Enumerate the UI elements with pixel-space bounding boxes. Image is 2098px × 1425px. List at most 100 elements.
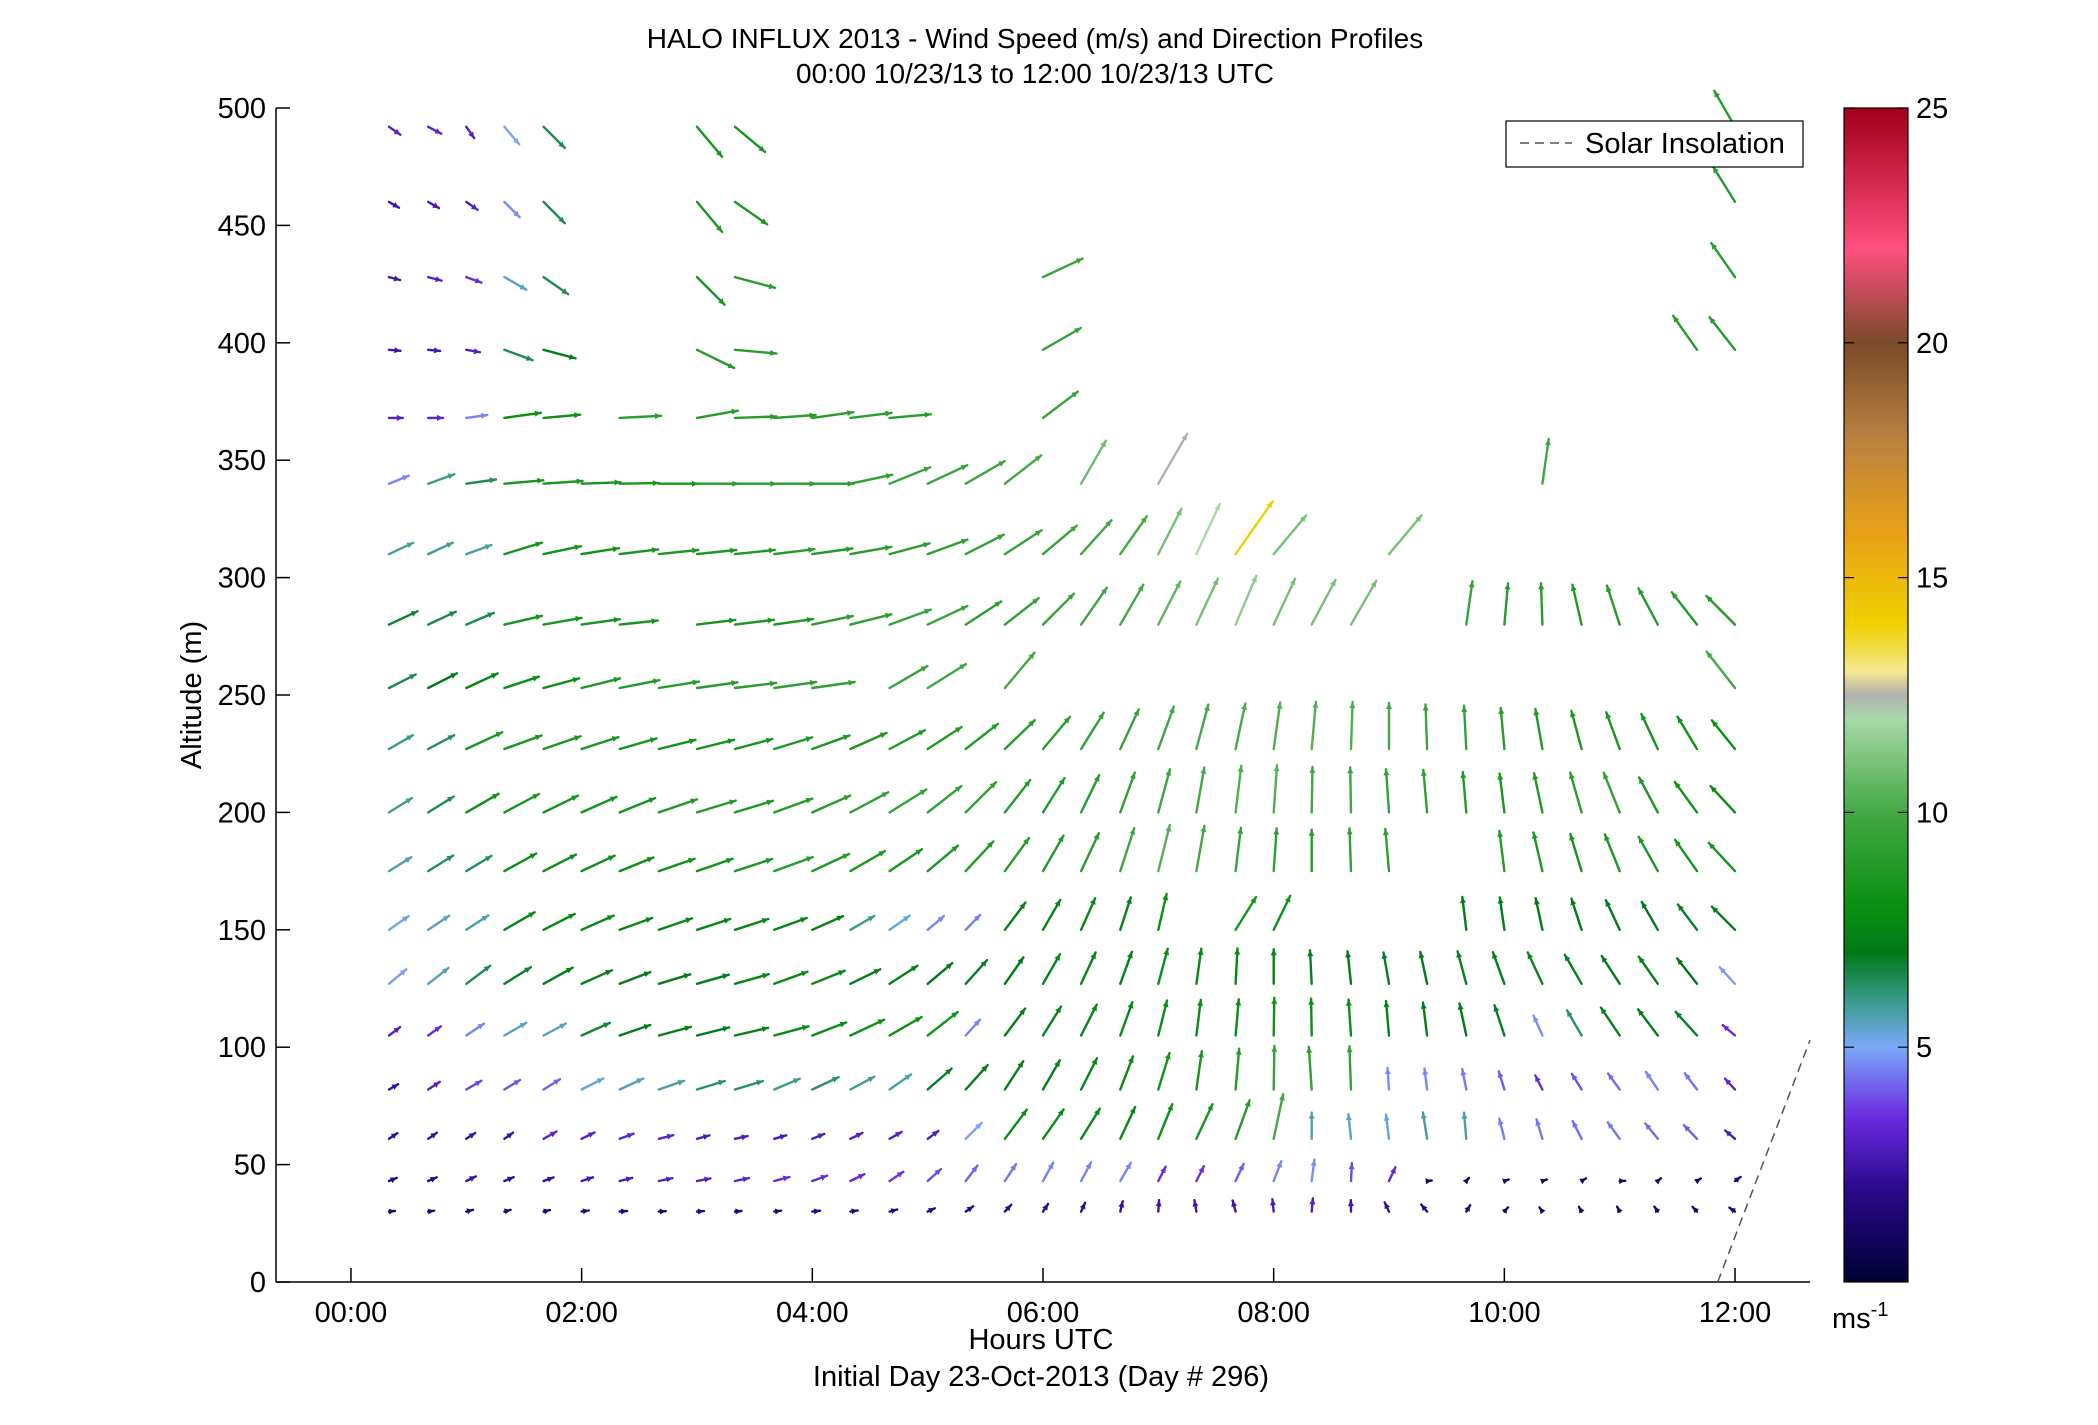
wind-vector-shaft <box>503 411 542 420</box>
wind-vector-head <box>1460 772 1467 779</box>
wind-vector-head <box>1125 1162 1131 1170</box>
wind-vector-head <box>1534 898 1540 905</box>
wind-vector-shaft <box>542 677 581 690</box>
wind-vector <box>1271 996 1278 1037</box>
wind-vector <box>811 679 856 690</box>
wind-vector-shaft <box>695 799 737 814</box>
wind-vector-shaft <box>1422 768 1429 814</box>
wind-vector <box>1670 591 1699 626</box>
plot-frame <box>276 108 1810 1282</box>
wind-vector-head <box>1349 702 1356 709</box>
wind-vector-head <box>1126 897 1132 905</box>
wind-vector-head <box>1101 587 1107 595</box>
wind-vector <box>1003 901 1027 931</box>
wind-vector-shaft <box>849 731 888 751</box>
x-axis-sublabel: Initial Day 23-Oct-2013 (Day # 296) <box>813 1361 1269 1393</box>
wind-vector <box>964 722 1000 751</box>
wind-vector <box>1003 454 1043 485</box>
wind-vector-shaft <box>849 791 890 814</box>
wind-vector-head <box>1384 1202 1390 1210</box>
wind-vector-shaft <box>1310 578 1337 626</box>
wind-vector-shaft <box>1003 719 1036 751</box>
wind-vector <box>849 791 890 814</box>
wind-vector <box>427 854 455 873</box>
wind-vector-head <box>561 288 569 295</box>
wind-vector <box>657 1133 675 1141</box>
wind-vector-head <box>402 475 409 481</box>
wind-vector <box>733 799 775 814</box>
wind-vector <box>1637 587 1660 626</box>
wind-vector-head <box>1032 598 1039 605</box>
wind-vector-head <box>1457 1003 1464 1010</box>
wind-vector-shaft <box>1119 827 1136 873</box>
wind-vector <box>1234 826 1244 873</box>
wind-vector <box>465 1175 477 1183</box>
wind-vector-head <box>923 466 931 473</box>
wind-vector-head <box>468 1133 476 1139</box>
wind-vector-shaft <box>733 618 776 626</box>
wind-vector-head <box>537 477 544 484</box>
wind-vector-head <box>1539 1207 1546 1215</box>
y-tick-label: 300 <box>218 563 266 595</box>
wind-vector-shaft <box>964 459 1006 485</box>
wind-vector-head <box>1346 1114 1352 1121</box>
wind-vector-shaft <box>773 680 818 690</box>
wind-vector-shaft <box>1234 702 1247 751</box>
wind-vector-head <box>805 797 813 804</box>
wind-vector-head <box>1017 1061 1024 1068</box>
wind-vector <box>1570 583 1583 626</box>
wind-vector-shaft <box>1711 165 1737 204</box>
wind-vector-head <box>813 1208 821 1215</box>
wind-vector-head <box>1725 1130 1732 1137</box>
wind-vector-head <box>768 283 775 290</box>
wind-vector <box>618 737 658 751</box>
wind-vector-head <box>1308 829 1315 836</box>
wind-vector-shaft <box>811 734 851 751</box>
wind-vector <box>1272 1092 1285 1141</box>
wind-vector <box>926 1067 953 1091</box>
wind-vector-head <box>1638 836 1645 844</box>
wind-vector <box>1119 583 1145 626</box>
wind-vector-head <box>576 478 583 485</box>
wind-vector-head <box>756 1079 763 1086</box>
wind-vector <box>618 1208 629 1215</box>
wind-vector-shaft <box>1079 774 1101 814</box>
wind-vector-shaft <box>1707 841 1737 873</box>
wind-vector <box>849 1018 886 1037</box>
wind-vector <box>1675 957 1699 985</box>
wind-vector-shaft <box>1539 582 1544 626</box>
wind-vector <box>1605 711 1621 751</box>
wind-vector-head <box>1118 1201 1125 1208</box>
wind-vector <box>926 1167 943 1183</box>
wind-vector <box>1563 953 1583 985</box>
wind-vector-head <box>1174 581 1181 589</box>
wind-vector <box>1308 828 1315 873</box>
wind-vector <box>657 917 694 931</box>
wind-vector-head <box>994 601 1002 608</box>
wind-vector <box>542 853 578 873</box>
wind-vector-shaft <box>811 794 852 814</box>
x-tick-label: 00:00 <box>315 1297 388 1329</box>
wind-vector-shaft <box>1532 772 1544 814</box>
wind-vector <box>1157 507 1183 556</box>
wind-vector-head <box>495 732 503 738</box>
wind-vector-shaft <box>849 849 887 873</box>
wind-vector-head <box>1544 439 1551 446</box>
wind-vector-head <box>765 858 773 864</box>
wind-vector <box>1272 827 1280 873</box>
wind-vector-head <box>1042 1203 1049 1211</box>
wind-vector-shaft <box>695 548 738 556</box>
wind-vector-head <box>471 203 478 210</box>
wind-vector-head <box>954 727 962 733</box>
wind-vector-shaft <box>733 348 778 355</box>
wind-vector-head <box>1214 504 1220 511</box>
wind-vector <box>618 916 654 931</box>
wind-vector <box>1491 951 1506 985</box>
wind-vector-head <box>1569 834 1575 841</box>
wind-vector <box>695 617 737 626</box>
wind-vector <box>1079 951 1097 985</box>
wind-vector-head <box>1641 901 1648 909</box>
wind-vector-head <box>649 737 657 743</box>
wind-vector-head <box>800 970 808 977</box>
